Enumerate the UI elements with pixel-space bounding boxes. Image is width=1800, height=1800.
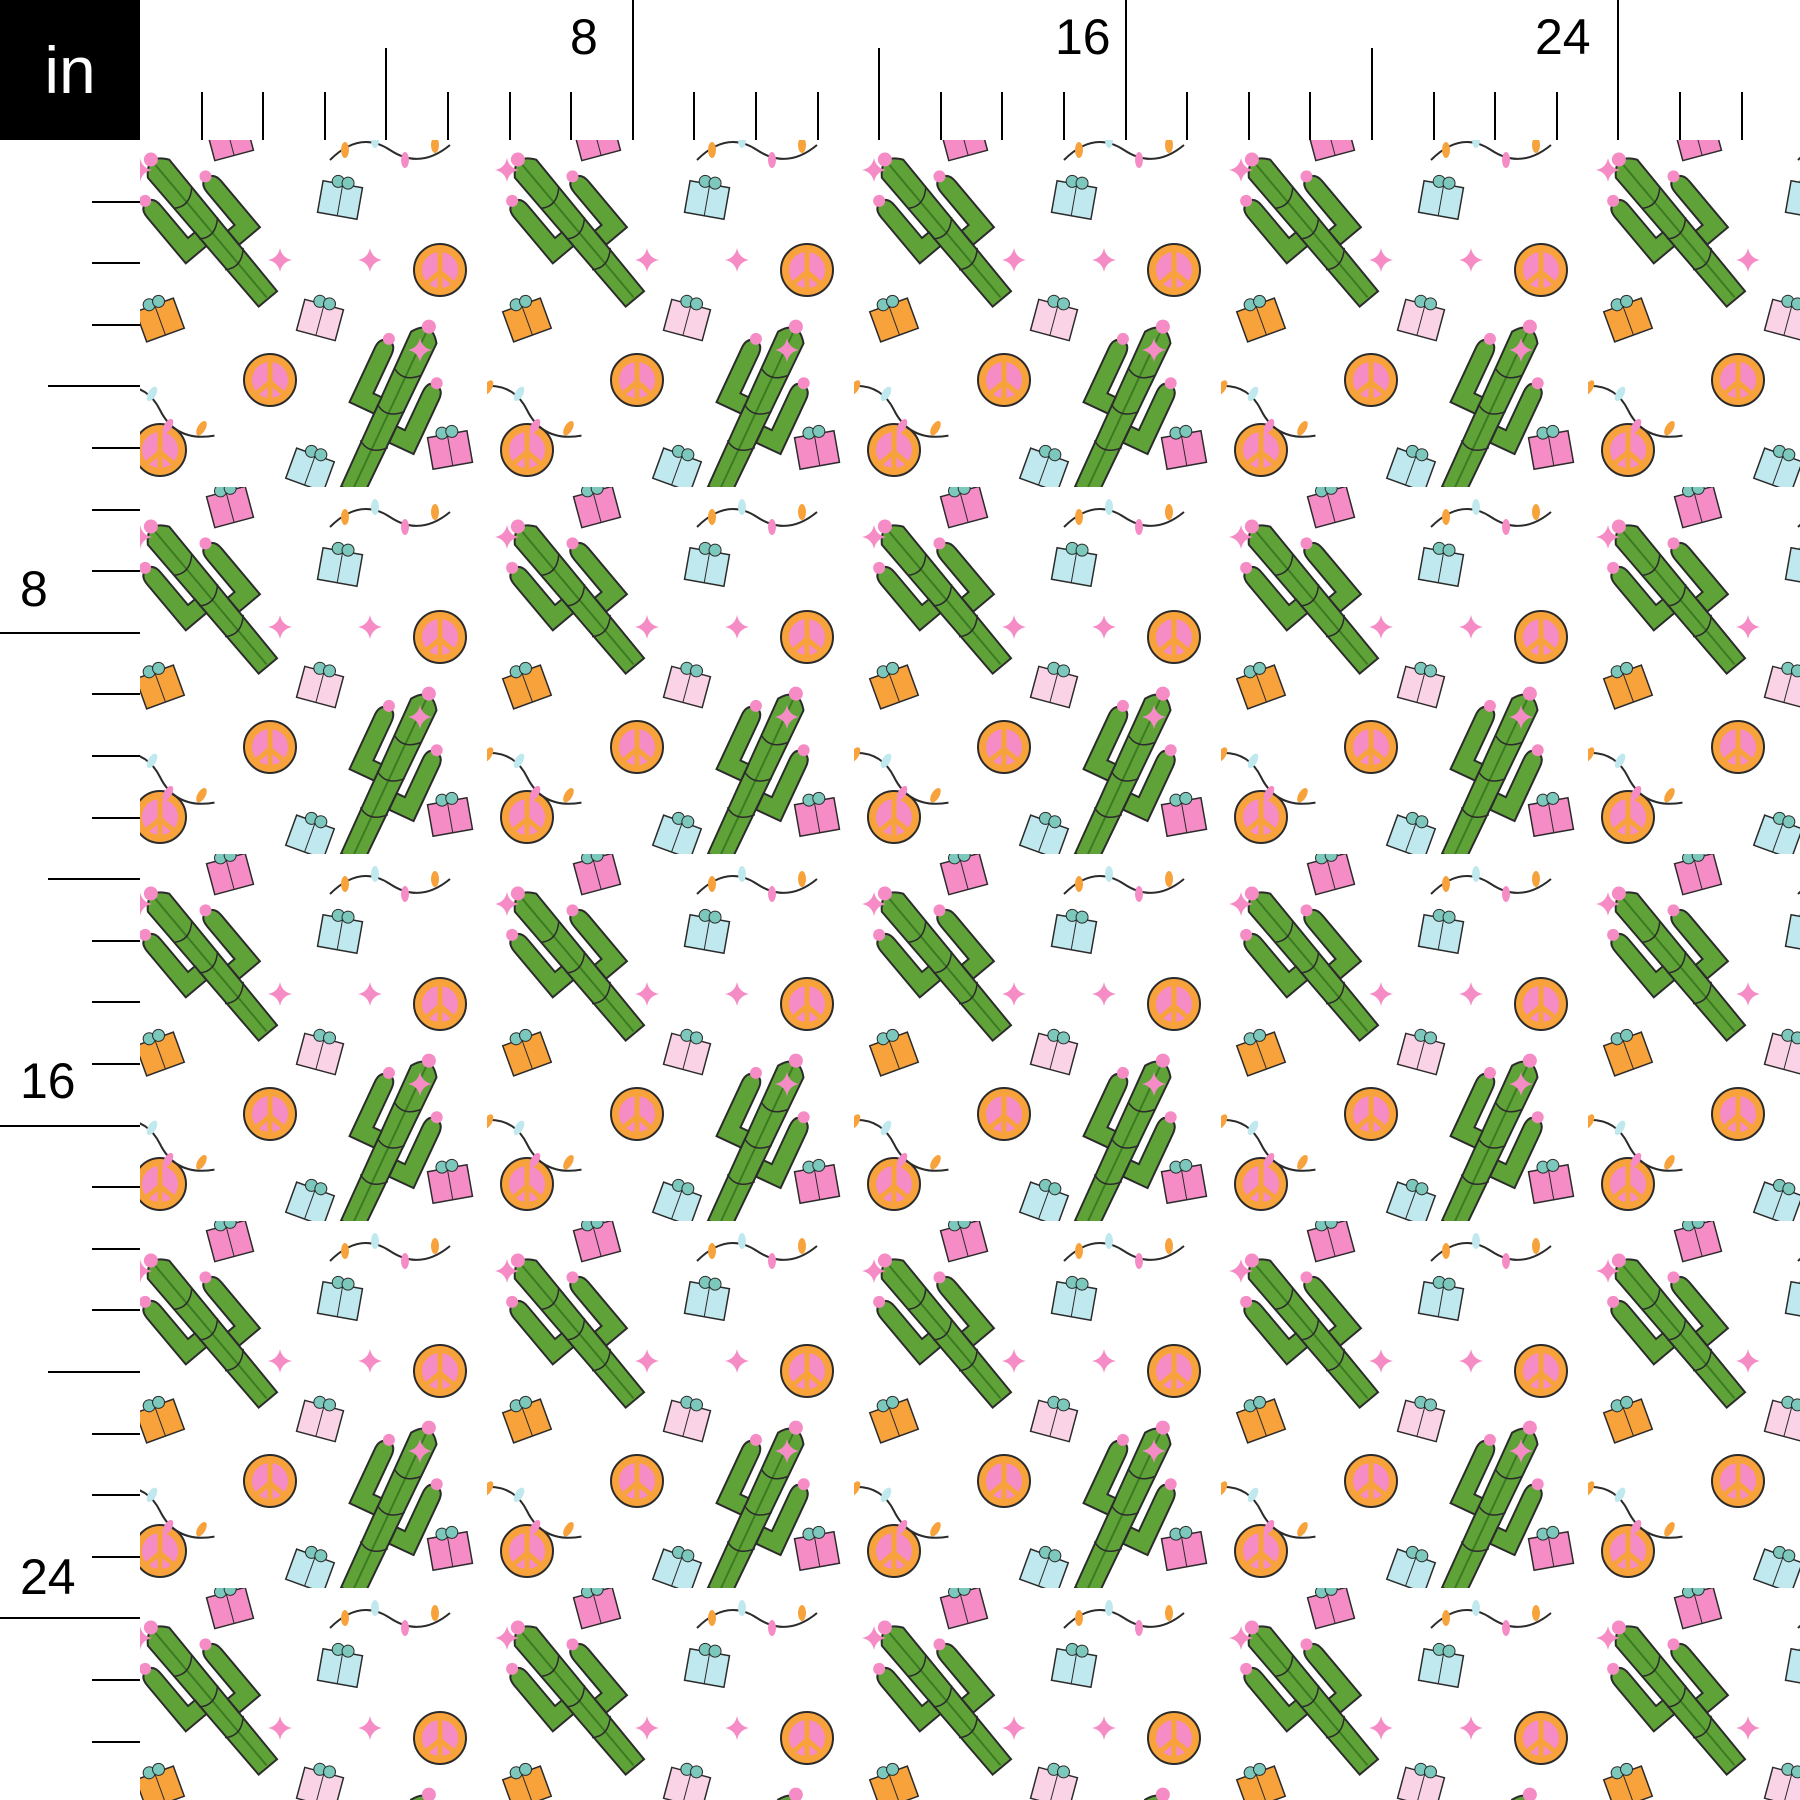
ruler-tick — [1432, 92, 1435, 140]
top-ruler-label: 8 — [570, 9, 598, 65]
left-ruler-label: 24 — [20, 1549, 76, 1605]
left-ruler-label: 16 — [20, 1053, 76, 1109]
ruler-tick — [755, 92, 757, 140]
ruler-tick — [631, 0, 634, 140]
ruler-tick — [1186, 92, 1189, 140]
ruler-tick — [1555, 92, 1558, 140]
ruler-tick — [92, 755, 140, 757]
ruler-tick — [92, 508, 140, 511]
ruler-tick — [92, 1432, 140, 1435]
ruler-tick — [1617, 0, 1620, 140]
ruler-tick — [0, 631, 140, 634]
ruler-tick — [92, 1063, 140, 1065]
ruler-tick — [92, 1740, 140, 1743]
ruler-tick — [447, 92, 449, 140]
ruler-tick — [48, 1371, 140, 1373]
left-ruler-label: 8 — [20, 561, 48, 617]
unit-label: in — [0, 0, 140, 140]
ruler-tick — [0, 1617, 140, 1620]
ruler-tick — [1063, 92, 1065, 140]
ruler-tick — [92, 1679, 140, 1681]
ruler-tick — [1124, 0, 1127, 140]
top-ruler-label: 16 — [1055, 9, 1111, 65]
ruler-tick — [92, 1186, 140, 1189]
ruler-tick — [92, 1309, 140, 1312]
ruler-tick — [1740, 92, 1743, 140]
fabric-pattern — [140, 140, 1800, 1800]
ruler-tick — [1679, 92, 1681, 140]
ruler-tick — [200, 92, 203, 140]
ruler-tick — [92, 816, 140, 819]
ruler-tick — [48, 385, 140, 388]
ruler-tick — [1001, 92, 1004, 140]
ruler-tick — [92, 693, 140, 696]
ruler-tick — [1309, 92, 1312, 140]
ruler-tick — [92, 570, 140, 573]
ruler-tick — [878, 48, 881, 140]
ruler-tick — [262, 92, 265, 140]
ruler-tick — [1494, 92, 1497, 140]
ruler-tick — [385, 48, 388, 140]
ruler-tick — [693, 92, 696, 140]
ruler-tick — [1247, 92, 1250, 140]
ruler-tick — [92, 939, 140, 942]
ruler-tick — [570, 92, 573, 140]
ruler-tick — [0, 1124, 140, 1127]
ruler-tick — [92, 200, 140, 203]
top-ruler-label: 24 — [1535, 9, 1591, 65]
ruler-tick — [92, 262, 140, 265]
ruler-tick — [48, 878, 140, 881]
ruler-tick — [508, 92, 511, 140]
ruler-tick — [92, 447, 140, 449]
ruler-tick — [92, 323, 140, 326]
ruler-tick — [939, 92, 942, 140]
ruler-tick — [92, 1247, 140, 1250]
ruler-tick — [816, 92, 819, 140]
top-ruler: 8 16 24 — [140, 0, 1800, 140]
ruler-tick — [92, 1555, 140, 1558]
ruler-tick — [92, 1001, 140, 1004]
pattern-fill — [140, 140, 1800, 1800]
left-ruler: 8 16 24 — [0, 140, 140, 1800]
ruler-tick — [1371, 48, 1373, 140]
ruler-tick — [323, 92, 326, 140]
ruler-tick — [92, 1494, 140, 1497]
